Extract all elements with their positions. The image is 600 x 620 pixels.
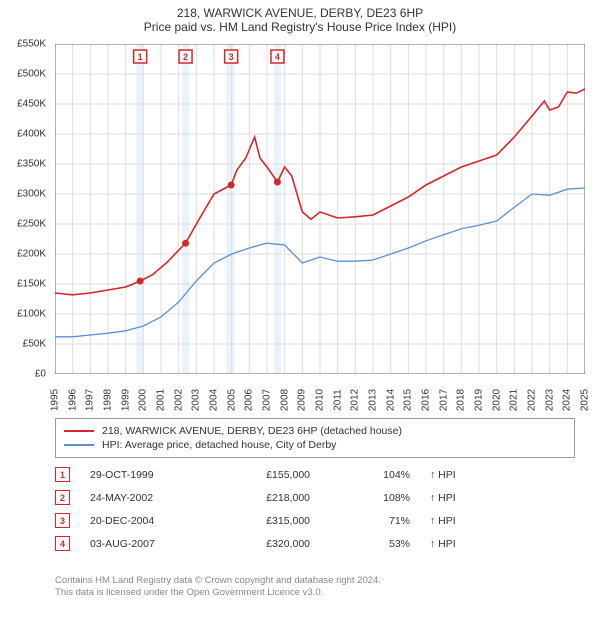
plot-area: 1 2 3 4 bbox=[55, 44, 585, 374]
legend: 218, WARWICK AVENUE, DERBY, DE23 6HP (de… bbox=[55, 418, 575, 458]
x-tick-label: 2022 bbox=[527, 389, 538, 411]
x-tick-label: 2017 bbox=[438, 389, 449, 411]
x-tick-label: 2014 bbox=[385, 389, 396, 411]
sale-date: 03-AUG-2007 bbox=[90, 538, 200, 550]
x-tick-label: 1997 bbox=[85, 389, 96, 411]
up-arrow-icon: ↑ HPI bbox=[430, 492, 456, 504]
x-tick-label: 2020 bbox=[491, 389, 502, 411]
sale-pct: 104% bbox=[330, 469, 410, 481]
sale-date: 20-DEC-2004 bbox=[90, 515, 200, 527]
footer-line2: This data is licensed under the Open Gov… bbox=[55, 587, 575, 599]
x-tick-label: 2015 bbox=[403, 389, 414, 411]
chart-svg: 1 2 3 4 bbox=[55, 44, 585, 374]
sale-price: £320,000 bbox=[220, 538, 310, 550]
sale-pct: 53% bbox=[330, 538, 410, 550]
legend-label: 218, WARWICK AVENUE, DERBY, DE23 6HP (de… bbox=[102, 425, 402, 437]
up-arrow-icon: ↑ HPI bbox=[430, 515, 456, 527]
x-tick-label: 2025 bbox=[580, 389, 591, 411]
sale-date: 29-OCT-1999 bbox=[90, 469, 200, 481]
x-tick-label: 2007 bbox=[262, 389, 273, 411]
sale-date: 24-MAY-2002 bbox=[90, 492, 200, 504]
sale-price: £155,000 bbox=[220, 469, 310, 481]
sale-row: 4 03-AUG-2007 £320,000 53% ↑ HPI bbox=[55, 532, 545, 555]
x-tick-label: 2002 bbox=[173, 389, 184, 411]
sales-table: 1 29-OCT-1999 £155,000 104% ↑ HPI 2 24-MAY-200… bbox=[55, 463, 545, 555]
x-tick-label: 2001 bbox=[156, 389, 167, 411]
svg-text:4: 4 bbox=[275, 52, 280, 62]
y-tick-label: £250K bbox=[17, 219, 46, 230]
chart-title: 218, WARWICK AVENUE, DERBY, DE23 6HP bbox=[0, 0, 600, 20]
y-tick-label: £300K bbox=[17, 189, 46, 200]
legend-item: 218, WARWICK AVENUE, DERBY, DE23 6HP (de… bbox=[64, 424, 566, 438]
y-tick-label: £100K bbox=[17, 309, 46, 320]
footer-attribution: Contains HM Land Registry data © Crown c… bbox=[55, 575, 575, 600]
x-tick-label: 2000 bbox=[138, 389, 149, 411]
y-axis-labels: £0£50K£100K£150K£200K£250K£300K£350K£400… bbox=[0, 44, 50, 374]
legend-label: HPI: Average price, detached house, City… bbox=[102, 439, 336, 451]
x-tick-label: 1996 bbox=[67, 389, 78, 411]
y-tick-label: £150K bbox=[17, 279, 46, 290]
svg-text:2: 2 bbox=[183, 52, 188, 62]
x-tick-label: 2006 bbox=[244, 389, 255, 411]
sale-pct: 108% bbox=[330, 492, 410, 504]
chart-subtitle: Price paid vs. HM Land Registry's House … bbox=[0, 20, 600, 38]
footer-line1: Contains HM Land Registry data © Crown c… bbox=[55, 575, 575, 587]
x-tick-label: 2009 bbox=[297, 389, 308, 411]
x-tick-label: 2018 bbox=[456, 389, 467, 411]
y-tick-label: £550K bbox=[17, 39, 46, 50]
x-tick-label: 2004 bbox=[209, 389, 220, 411]
x-tick-label: 2010 bbox=[315, 389, 326, 411]
x-axis-labels: 1995199619971998199920002001200220032004… bbox=[55, 378, 585, 418]
sale-price: £315,000 bbox=[220, 515, 310, 527]
x-tick-label: 2012 bbox=[350, 389, 361, 411]
x-tick-label: 1995 bbox=[50, 389, 61, 411]
sale-row: 1 29-OCT-1999 £155,000 104% ↑ HPI bbox=[55, 463, 545, 486]
x-tick-label: 2023 bbox=[544, 389, 555, 411]
sale-marker-icon: 1 bbox=[55, 467, 70, 482]
y-tick-label: £450K bbox=[17, 99, 46, 110]
legend-swatch bbox=[64, 430, 94, 432]
y-tick-label: £200K bbox=[17, 249, 46, 260]
up-arrow-icon: ↑ HPI bbox=[430, 538, 456, 550]
svg-text:3: 3 bbox=[229, 52, 234, 62]
sale-row: 2 24-MAY-2002 £218,000 108% ↑ HPI bbox=[55, 486, 545, 509]
y-tick-label: £50K bbox=[23, 339, 46, 350]
sale-marker-icon: 4 bbox=[55, 536, 70, 551]
x-tick-label: 2013 bbox=[368, 389, 379, 411]
y-tick-label: £400K bbox=[17, 129, 46, 140]
x-tick-label: 2011 bbox=[332, 389, 343, 411]
legend-item: HPI: Average price, detached house, City… bbox=[64, 438, 566, 452]
x-tick-label: 2024 bbox=[562, 389, 573, 411]
y-tick-label: £350K bbox=[17, 159, 46, 170]
sale-marker-icon: 3 bbox=[55, 513, 70, 528]
x-tick-label: 2021 bbox=[509, 389, 520, 411]
y-tick-label: £0 bbox=[35, 369, 46, 380]
x-tick-label: 2005 bbox=[226, 389, 237, 411]
sale-pct: 71% bbox=[330, 515, 410, 527]
up-arrow-icon: ↑ HPI bbox=[430, 469, 456, 481]
x-tick-label: 1998 bbox=[103, 389, 114, 411]
sale-row: 3 20-DEC-2004 £315,000 71% ↑ HPI bbox=[55, 509, 545, 532]
svg-text:1: 1 bbox=[138, 52, 143, 62]
x-tick-label: 2003 bbox=[191, 389, 202, 411]
chart-container: 218, WARWICK AVENUE, DERBY, DE23 6HP Pri… bbox=[0, 0, 600, 620]
x-tick-label: 2016 bbox=[421, 389, 432, 411]
legend-swatch bbox=[64, 444, 94, 446]
x-tick-label: 1999 bbox=[120, 389, 131, 411]
y-tick-label: £500K bbox=[17, 69, 46, 80]
sale-marker-icon: 2 bbox=[55, 490, 70, 505]
x-tick-label: 2019 bbox=[474, 389, 485, 411]
sale-price: £218,000 bbox=[220, 492, 310, 504]
x-tick-label: 2008 bbox=[279, 389, 290, 411]
